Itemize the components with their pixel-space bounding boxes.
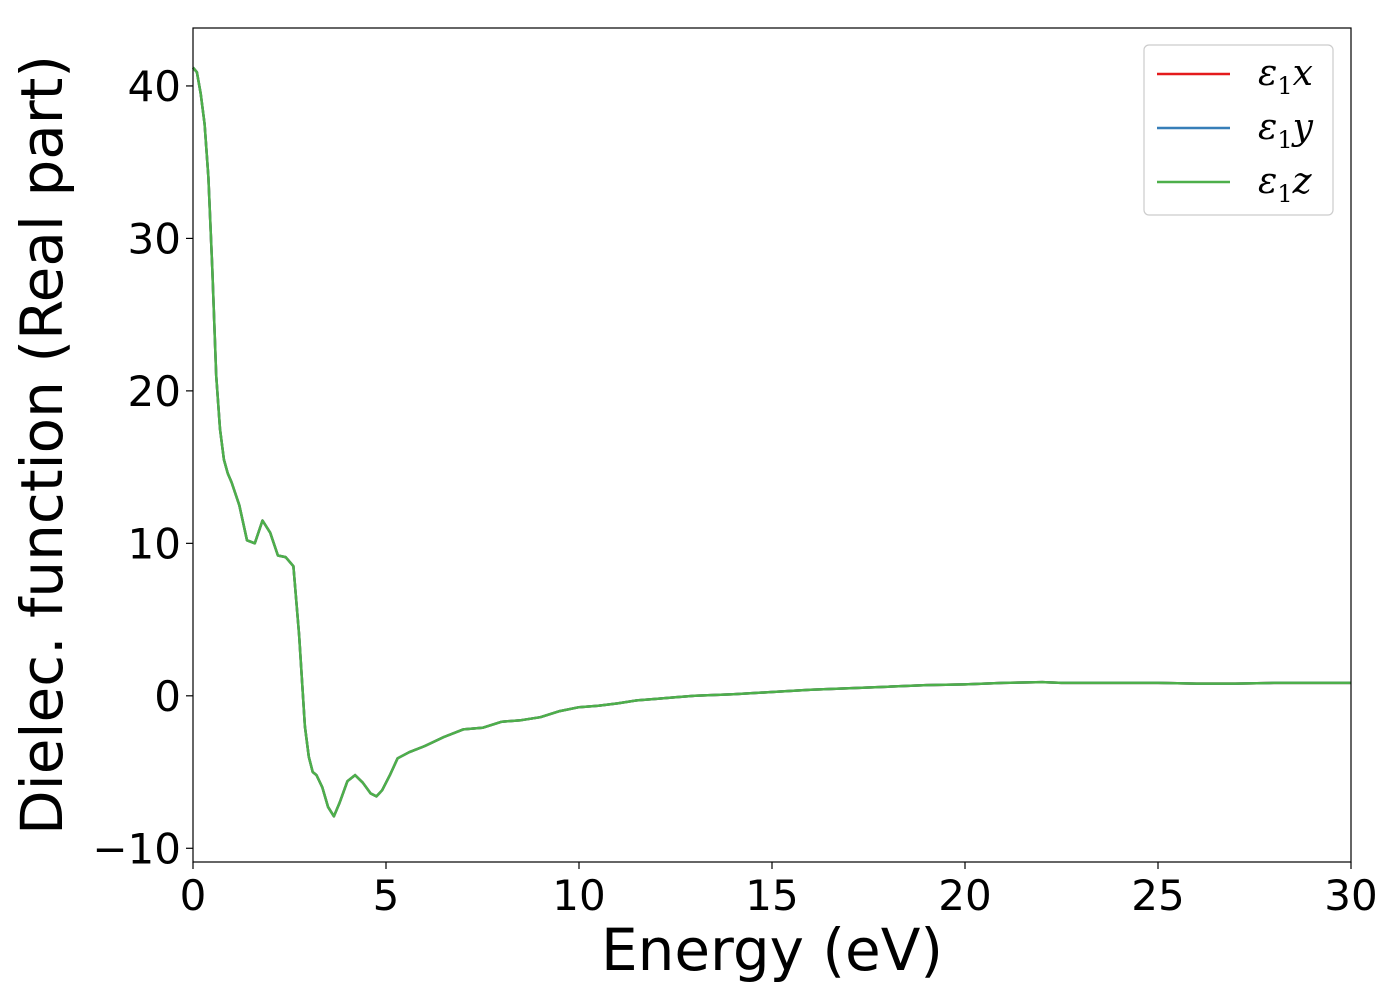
y-tick-label: 10	[128, 519, 181, 568]
legend-label-1: ε1x	[1258, 53, 1313, 100]
legend-label-3: ε1z	[1258, 161, 1313, 208]
x-tick-label: 0	[180, 871, 207, 920]
legend: ε1x ε1y ε1z	[1143, 44, 1334, 216]
y-tick-label: 40	[128, 62, 181, 111]
x-tick-label: 30	[1324, 871, 1377, 920]
series-layer	[192, 66, 1351, 818]
x-tick-label: 15	[745, 871, 798, 920]
x-tick-label: 5	[373, 871, 400, 920]
x-tick-label: 10	[552, 871, 605, 920]
x-tick-label: 25	[1131, 871, 1184, 920]
y-tick-label: 0	[154, 672, 181, 721]
legend-label-2: ε1y	[1258, 107, 1314, 154]
y-tick-label: 30	[128, 214, 181, 263]
x-axis: 0 5 10 15 20 25 30	[180, 862, 1378, 920]
x-axis-label: Energy (eV)	[601, 916, 943, 984]
legend-box	[1143, 44, 1334, 216]
y-axis: −10 0 10 20 30 40	[92, 62, 193, 873]
y-tick-label: −10	[92, 824, 181, 873]
series-line-3	[192, 66, 1351, 818]
y-axis-label: Dielec. function (Real part)	[8, 55, 76, 835]
x-tick-label: 20	[938, 871, 991, 920]
y-tick-label: 20	[128, 367, 181, 416]
